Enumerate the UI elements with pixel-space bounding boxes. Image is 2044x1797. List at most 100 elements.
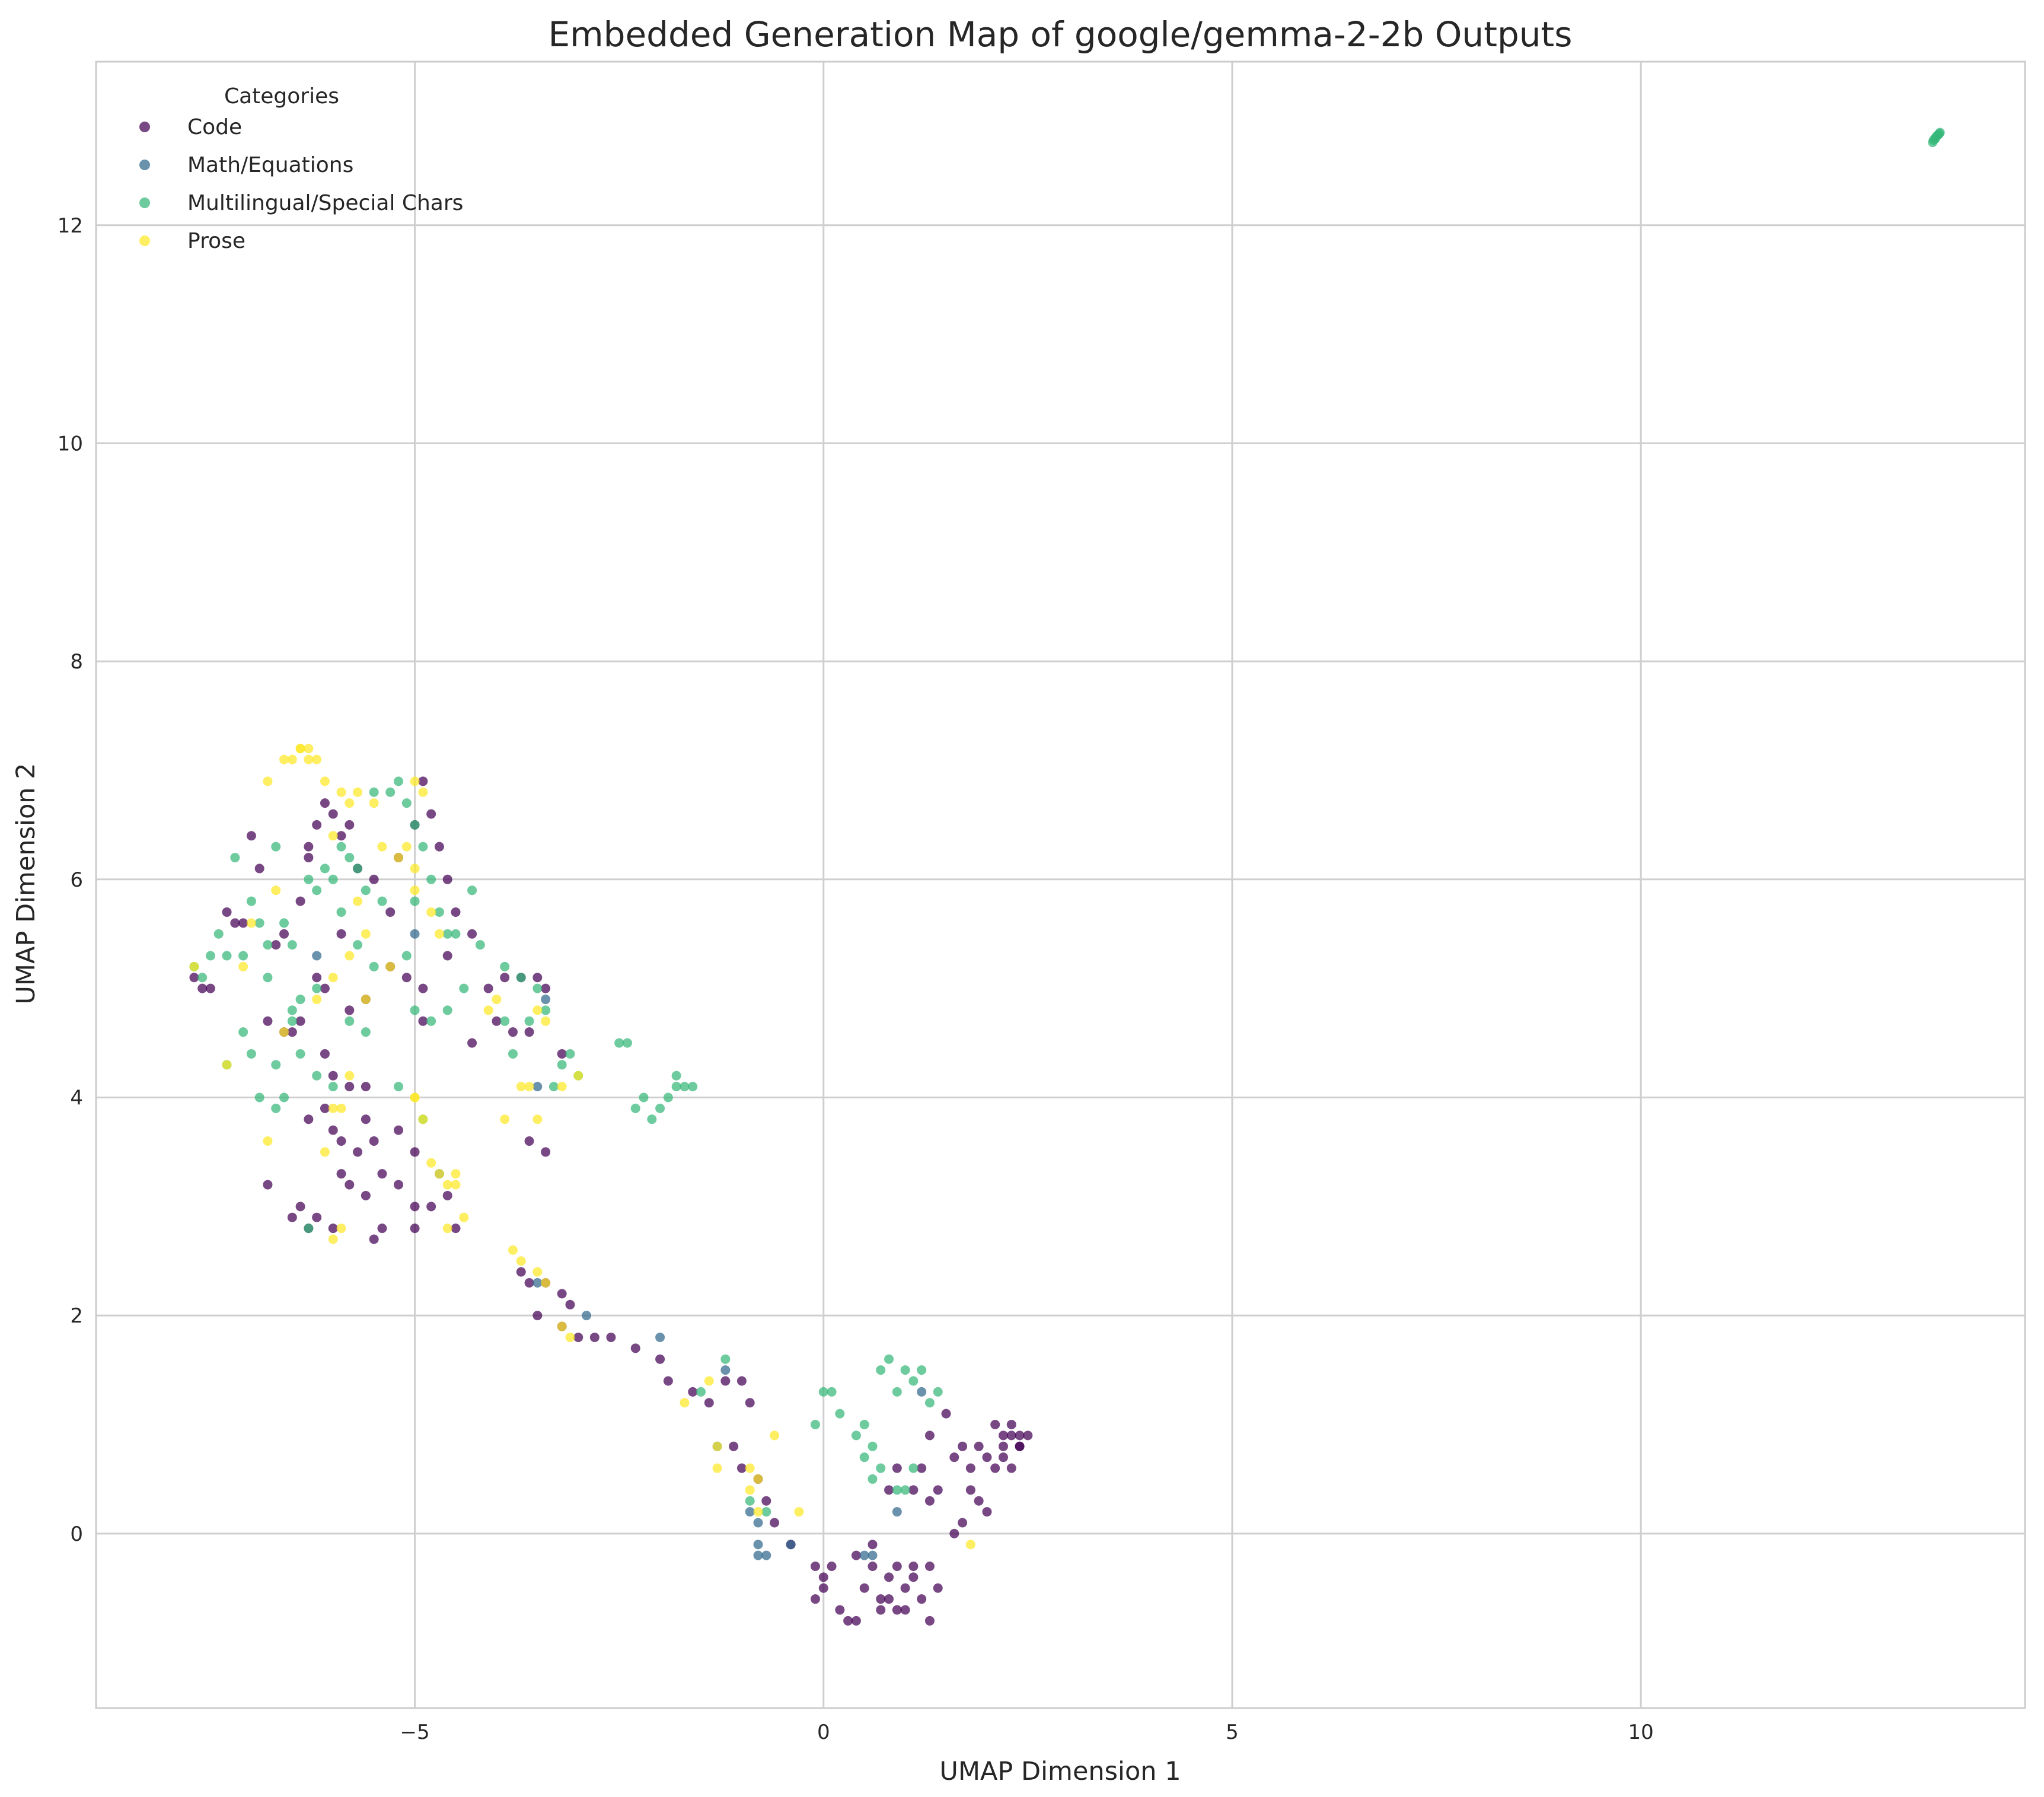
data-point	[426, 907, 436, 917]
data-point	[524, 1027, 534, 1037]
data-point	[263, 1016, 273, 1026]
data-point	[434, 1169, 444, 1179]
legend-marker	[139, 197, 150, 208]
data-point	[974, 1496, 984, 1506]
data-point	[434, 842, 444, 852]
data-point	[287, 1212, 297, 1222]
data-point	[868, 1550, 878, 1560]
data-point	[917, 1594, 927, 1604]
data-point	[516, 1267, 526, 1277]
data-point	[868, 1562, 878, 1572]
data-point	[385, 961, 396, 971]
x-axis-ticks: −5 0 5 10	[400, 1720, 1654, 1744]
data-point	[377, 842, 387, 852]
data-point	[1928, 138, 1938, 148]
data-point	[263, 1180, 273, 1190]
data-point	[451, 907, 461, 917]
data-point	[361, 885, 371, 896]
data-point	[410, 820, 420, 830]
data-point	[401, 798, 412, 808]
data-point	[230, 918, 240, 928]
data-point	[761, 1550, 771, 1560]
data-point	[345, 1005, 355, 1015]
data-point	[377, 1224, 387, 1234]
data-point	[328, 973, 338, 983]
data-point	[753, 1540, 763, 1550]
data-point	[924, 1616, 935, 1626]
data-point	[361, 995, 371, 1005]
data-point	[394, 853, 404, 863]
data-point	[451, 1224, 461, 1234]
data-point	[541, 995, 551, 1005]
data-point	[818, 1387, 828, 1397]
legend-item: Math/Equations	[139, 153, 353, 177]
data-point	[557, 1321, 567, 1331]
data-point	[394, 1180, 404, 1190]
data-point	[524, 1082, 534, 1092]
data-point	[442, 1005, 452, 1015]
data-point	[410, 864, 420, 874]
series-group	[312, 929, 927, 1560]
data-point	[516, 1082, 526, 1092]
data-point	[924, 1398, 935, 1408]
data-point	[990, 1463, 1000, 1473]
data-point	[671, 1082, 681, 1092]
data-point	[892, 1485, 902, 1495]
data-point	[908, 1463, 919, 1473]
data-point	[900, 1485, 910, 1495]
data-point	[451, 1180, 461, 1190]
legend-marker	[139, 160, 150, 170]
data-point	[541, 983, 551, 993]
data-point	[565, 1049, 575, 1059]
chart-title: Embedded Generation Map of google/gemma-…	[549, 14, 1573, 55]
data-point	[418, 1114, 428, 1124]
data-point	[655, 1103, 665, 1113]
data-point	[426, 809, 436, 819]
data-point	[720, 1365, 731, 1375]
data-point	[287, 754, 297, 764]
legend-label: Multilingual/Special Chars	[187, 191, 463, 215]
y-tick-label: 10	[58, 432, 83, 455]
data-point	[1006, 1430, 1016, 1441]
data-point	[622, 1038, 632, 1048]
data-point	[630, 1103, 640, 1113]
data-point	[336, 1169, 346, 1179]
data-point	[451, 1169, 461, 1179]
data-point	[532, 1005, 543, 1015]
data-point	[851, 1550, 861, 1560]
data-point	[761, 1496, 771, 1506]
data-point	[892, 1507, 902, 1517]
data-point	[720, 1376, 731, 1386]
data-point	[410, 776, 420, 786]
data-point	[770, 1430, 780, 1441]
y-tick-label: 2	[70, 1304, 83, 1328]
data-point	[304, 842, 314, 852]
data-point	[320, 1103, 330, 1113]
grid	[96, 62, 2025, 1708]
data-point	[892, 1562, 902, 1572]
y-tick-label: 8	[70, 650, 83, 674]
data-point	[353, 940, 363, 950]
data-point	[949, 1452, 959, 1463]
x-tick-label: −5	[400, 1720, 430, 1744]
data-point	[745, 1398, 755, 1408]
data-point	[304, 853, 314, 863]
data-point	[736, 1376, 747, 1386]
data-point	[345, 798, 355, 808]
data-point	[394, 1082, 404, 1092]
data-point	[394, 1125, 404, 1135]
data-point	[263, 940, 273, 950]
data-point	[287, 1027, 297, 1037]
data-point	[736, 1463, 747, 1473]
data-point	[835, 1409, 845, 1419]
data-point	[630, 1343, 640, 1353]
data-point	[835, 1605, 845, 1615]
data-point	[467, 885, 477, 896]
data-point	[410, 885, 420, 896]
data-point	[418, 983, 428, 993]
x-tick-label: 0	[817, 1720, 830, 1744]
data-point	[238, 918, 248, 928]
data-point	[1934, 129, 1944, 139]
data-point	[222, 1060, 232, 1070]
